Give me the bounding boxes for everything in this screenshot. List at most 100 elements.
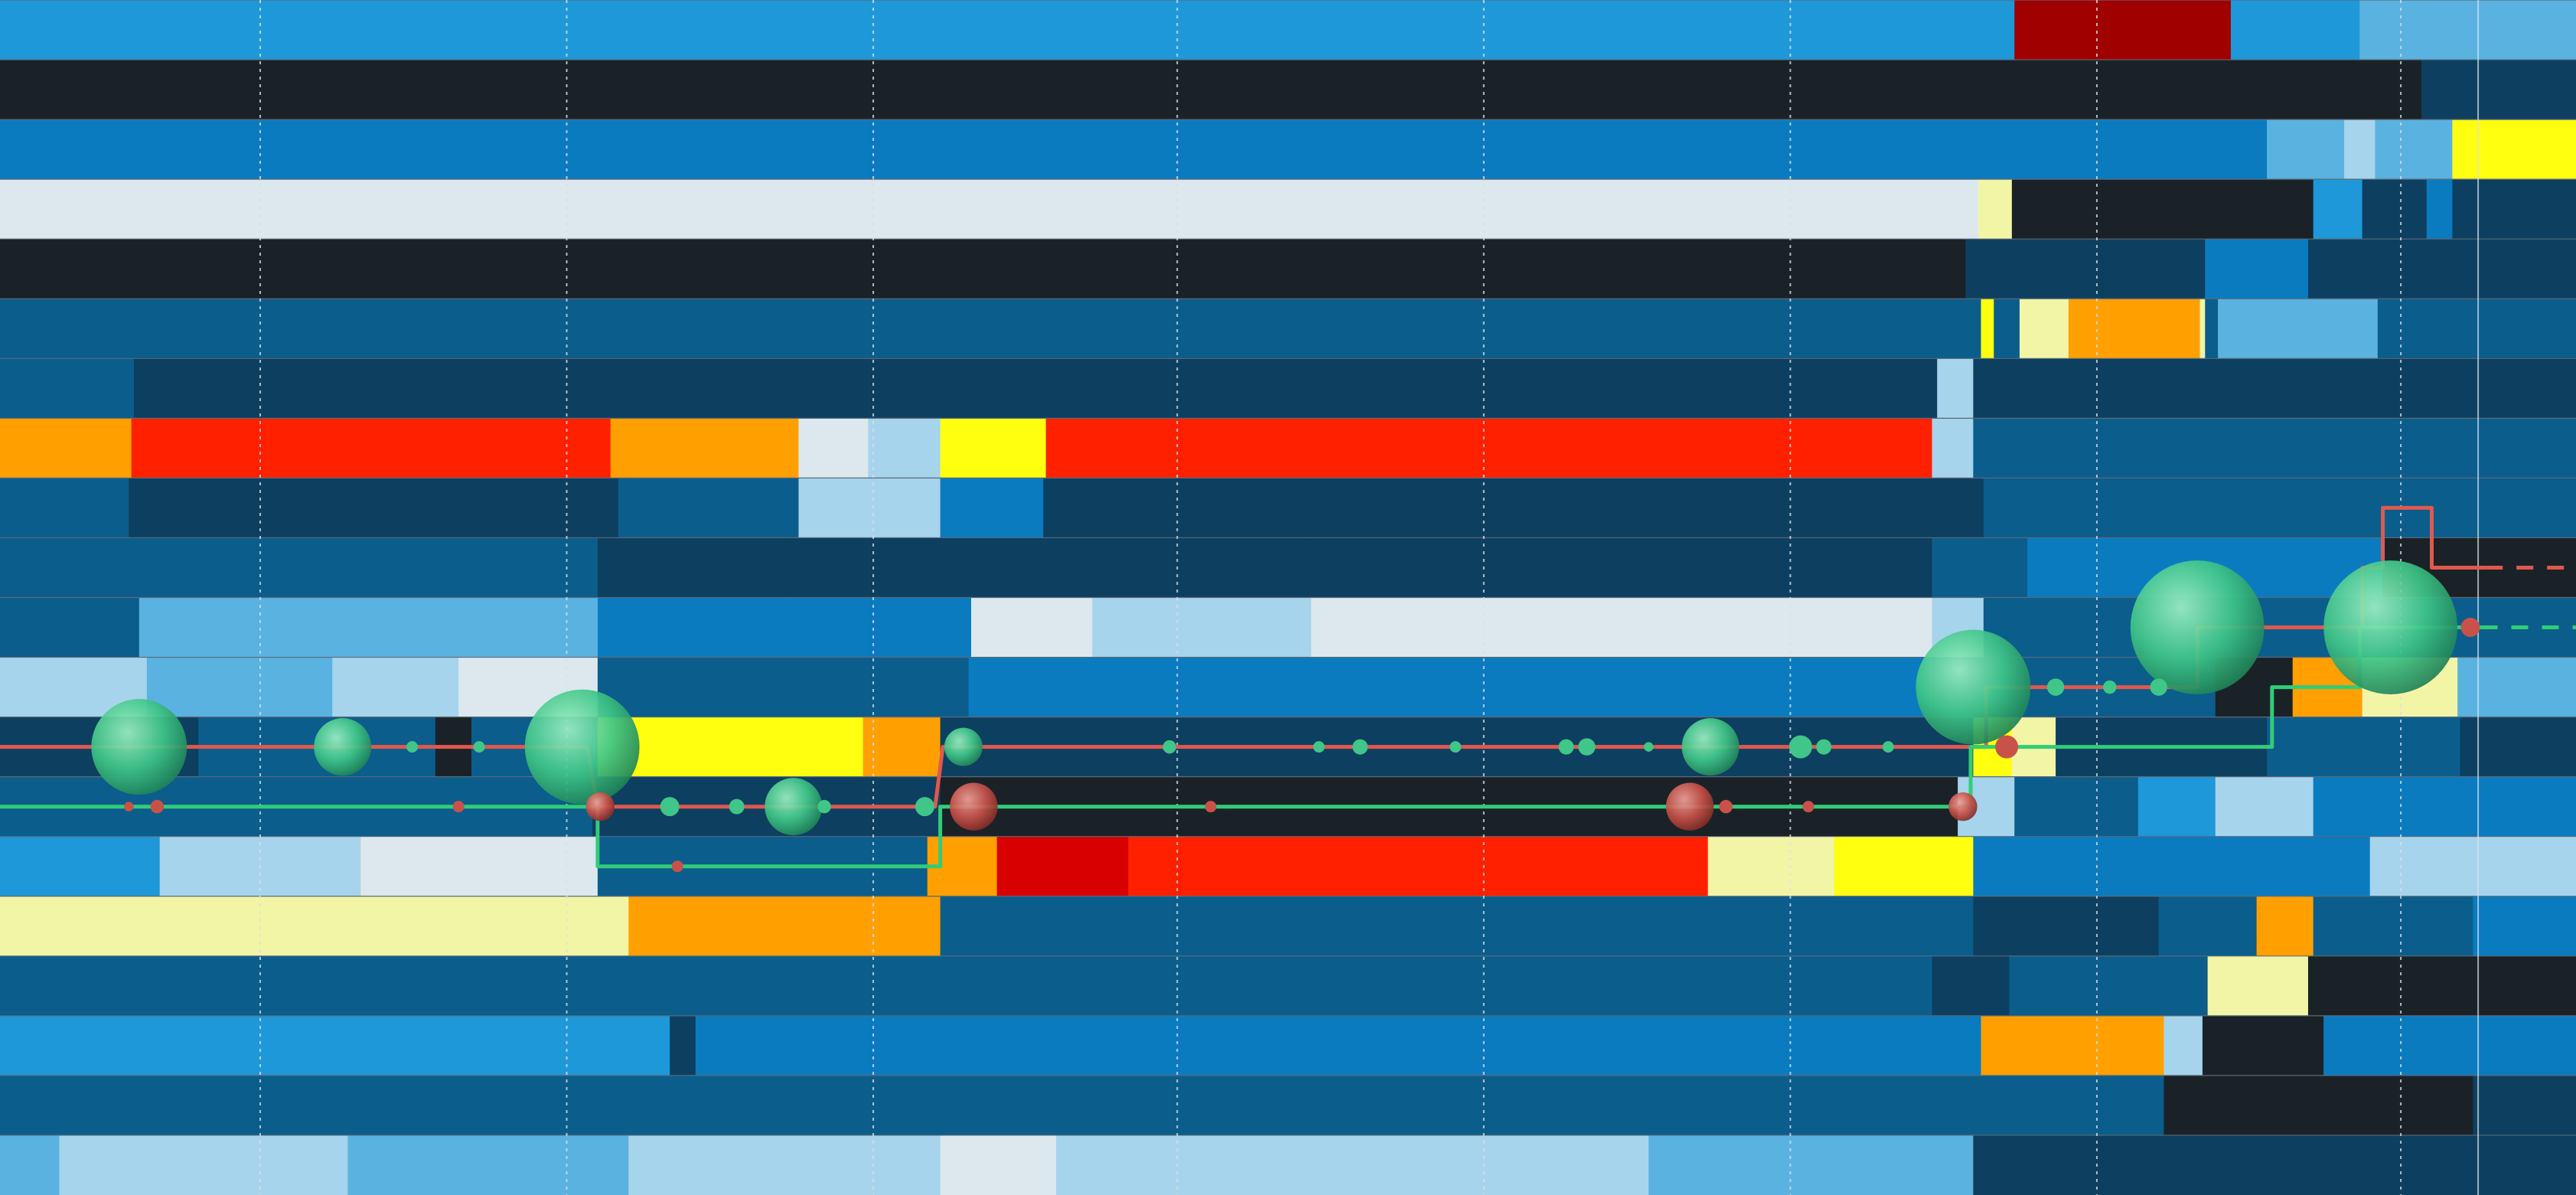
- event-marker: [406, 741, 419, 753]
- heatmap-cell: [0, 179, 1979, 240]
- event-marker: [2130, 560, 2265, 694]
- event-marker: [1719, 799, 1733, 814]
- heatmap-row: [0, 358, 2576, 419]
- heatmap-row: [0, 1075, 2576, 1135]
- heatmap-cell: [2421, 60, 2576, 120]
- heatmap-cell: [2267, 119, 2345, 180]
- heatmap-cell: [2307, 239, 2409, 299]
- heatmap-cell: [2014, 0, 2232, 60]
- heatmap-cell: [940, 478, 1044, 538]
- heatmap-row: [0, 0, 2576, 60]
- heatmap-cell: [2009, 955, 2209, 1016]
- heatmap-cell: [0, 358, 135, 419]
- heatmap-cell: [2202, 1015, 2324, 1076]
- event-marker: [1205, 801, 1217, 813]
- heatmap-cell: [610, 418, 800, 478]
- event-marker: [950, 782, 998, 831]
- event-marker: [2460, 618, 2480, 638]
- event-marker: [1643, 742, 1654, 752]
- heatmap-cell: [2068, 299, 2201, 359]
- heatmap-cell: [1128, 836, 1709, 896]
- heatmap-row: [0, 537, 2576, 598]
- heatmap-cell: [1994, 299, 2020, 359]
- heatmap-cell: [597, 597, 972, 658]
- event-marker: [2103, 680, 2117, 694]
- heatmap-cell: [670, 1015, 696, 1076]
- heatmap-cell: [332, 657, 459, 717]
- event-marker: [944, 727, 983, 766]
- heatmap-cell: [798, 478, 941, 538]
- heatmap-cell: [2011, 179, 2314, 240]
- heatmap-row: [0, 955, 2576, 1016]
- heatmap-cell: [1973, 1135, 2576, 1195]
- heatmap-cell: [2199, 299, 2206, 359]
- heatmap-row: [0, 178, 2576, 240]
- heatmap-cell: [0, 1015, 670, 1076]
- heatmap-cell: [1973, 418, 2576, 478]
- heatmap-cell: [0, 836, 161, 896]
- event-marker: [671, 860, 683, 873]
- heatmap-cell: [940, 418, 1047, 478]
- event-marker: [1449, 741, 1462, 753]
- heatmap-cell: [1932, 537, 2028, 598]
- heatmap-row: [0, 836, 2576, 896]
- heatmap-cell: [0, 896, 629, 956]
- heatmap-cell: [2019, 299, 2069, 359]
- heatmap-cell: [2457, 657, 2576, 717]
- heatmap-cell: [1166, 597, 1312, 658]
- heatmap-cell: [1965, 239, 2206, 299]
- heatmap-cell: [146, 657, 333, 717]
- event-marker: [1995, 735, 2019, 759]
- heatmap-cell: [597, 717, 864, 777]
- heatmap-cell: [2215, 776, 2314, 837]
- heatmap-cell: [0, 299, 1982, 359]
- heatmap-cell: [1978, 179, 2013, 240]
- event-marker: [729, 798, 745, 815]
- heatmap-row: [0, 59, 2576, 120]
- event-marker: [1916, 629, 2031, 745]
- heatmap-cell: [968, 657, 1933, 717]
- heatmap-cell: [2137, 776, 2216, 837]
- heatmap-cell: [2313, 776, 2576, 837]
- heatmap-row: [0, 298, 2576, 359]
- heatmap-cell: [1308, 537, 1933, 598]
- heatmap-cell: [1648, 1135, 1974, 1195]
- heatmap-cell: [2452, 179, 2576, 240]
- heatmap-cell: [129, 478, 619, 538]
- heatmap-cell: [2164, 1075, 2473, 1135]
- event-marker: [1665, 782, 1714, 831]
- heatmap-cell: [1932, 955, 2010, 1016]
- event-marker: [91, 699, 187, 795]
- heatmap-cell: [996, 836, 1129, 896]
- heatmap-cell: [597, 657, 970, 717]
- heatmap-cell: [2426, 179, 2454, 240]
- heatmap-row: [0, 1015, 2576, 1076]
- heatmap-row: [0, 1135, 2576, 1195]
- heatmap-cell: [2408, 239, 2576, 299]
- event-marker: [585, 792, 615, 821]
- event-marker: [473, 741, 485, 753]
- heatmap-cell: [0, 1135, 60, 1195]
- event-marker: [314, 718, 372, 776]
- heatmap-cell: [0, 478, 129, 538]
- heatmap-cell: [798, 418, 869, 478]
- heatmap-cell: [2205, 239, 2309, 299]
- event-marker: [1948, 792, 1978, 821]
- heatmap-cell: [0, 239, 1966, 299]
- heatmap-cell: [2158, 896, 2258, 956]
- heatmap-cell: [0, 537, 598, 598]
- heatmap-cell: [1973, 896, 2160, 956]
- event-marker: [1802, 801, 1815, 813]
- heatmap-cell: [970, 597, 1093, 658]
- heatmap-cell: [1973, 358, 2576, 419]
- heatmap-cell: [347, 1135, 629, 1195]
- heatmap-cell: [2205, 299, 2219, 359]
- heatmap-cell: [1311, 597, 1933, 658]
- heatmap-cell: [1973, 836, 2371, 896]
- event-marker: [1789, 735, 1812, 759]
- vertical-gridlines: [259, 0, 2480, 1195]
- event-marker: [1816, 739, 1832, 755]
- event-marker: [524, 689, 640, 805]
- heatmap-cell: [2267, 717, 2461, 777]
